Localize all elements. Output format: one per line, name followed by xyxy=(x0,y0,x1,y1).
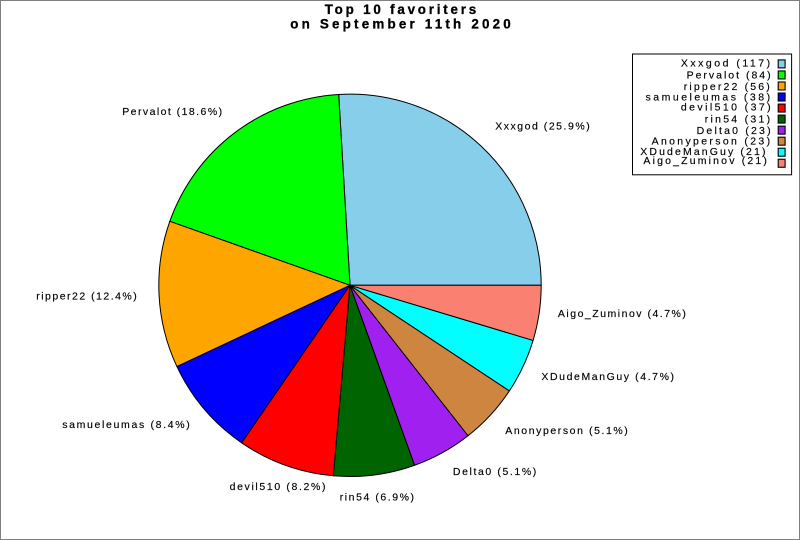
svg-text:Pervalot (18.6%): Pervalot (18.6%) xyxy=(122,106,222,118)
svg-text:rin54 (6.9%): rin54 (6.9%) xyxy=(340,491,414,503)
svg-text:Delta0 (5.1%): Delta0 (5.1%) xyxy=(453,466,536,478)
svg-text:Top 10 favoriters: Top 10 favoriters xyxy=(325,2,477,17)
svg-text:Aigo_Zuminov (21): Aigo_Zuminov (21) xyxy=(643,155,767,167)
svg-text:ripper22 (12.4%): ripper22 (12.4%) xyxy=(36,290,137,302)
svg-text:Aigo_Zuminov (4.7%): Aigo_Zuminov (4.7%) xyxy=(558,308,686,320)
svg-text:Anonyperson (5.1%): Anonyperson (5.1%) xyxy=(505,425,628,437)
svg-text:on September 11th 2020: on September 11th 2020 xyxy=(290,16,511,31)
svg-text:samueleumas (38): samueleumas (38) xyxy=(646,92,771,104)
svg-text:devil510 (8.2%): devil510 (8.2%) xyxy=(230,481,326,493)
svg-text:Anonyperson (23): Anonyperson (23) xyxy=(652,136,771,148)
svg-text:Delta0 (23): Delta0 (23) xyxy=(697,125,771,137)
svg-text:XDudeManGuy (4.7%): XDudeManGuy (4.7%) xyxy=(541,371,674,383)
svg-text:samueleumas (8.4%): samueleumas (8.4%) xyxy=(62,419,190,431)
